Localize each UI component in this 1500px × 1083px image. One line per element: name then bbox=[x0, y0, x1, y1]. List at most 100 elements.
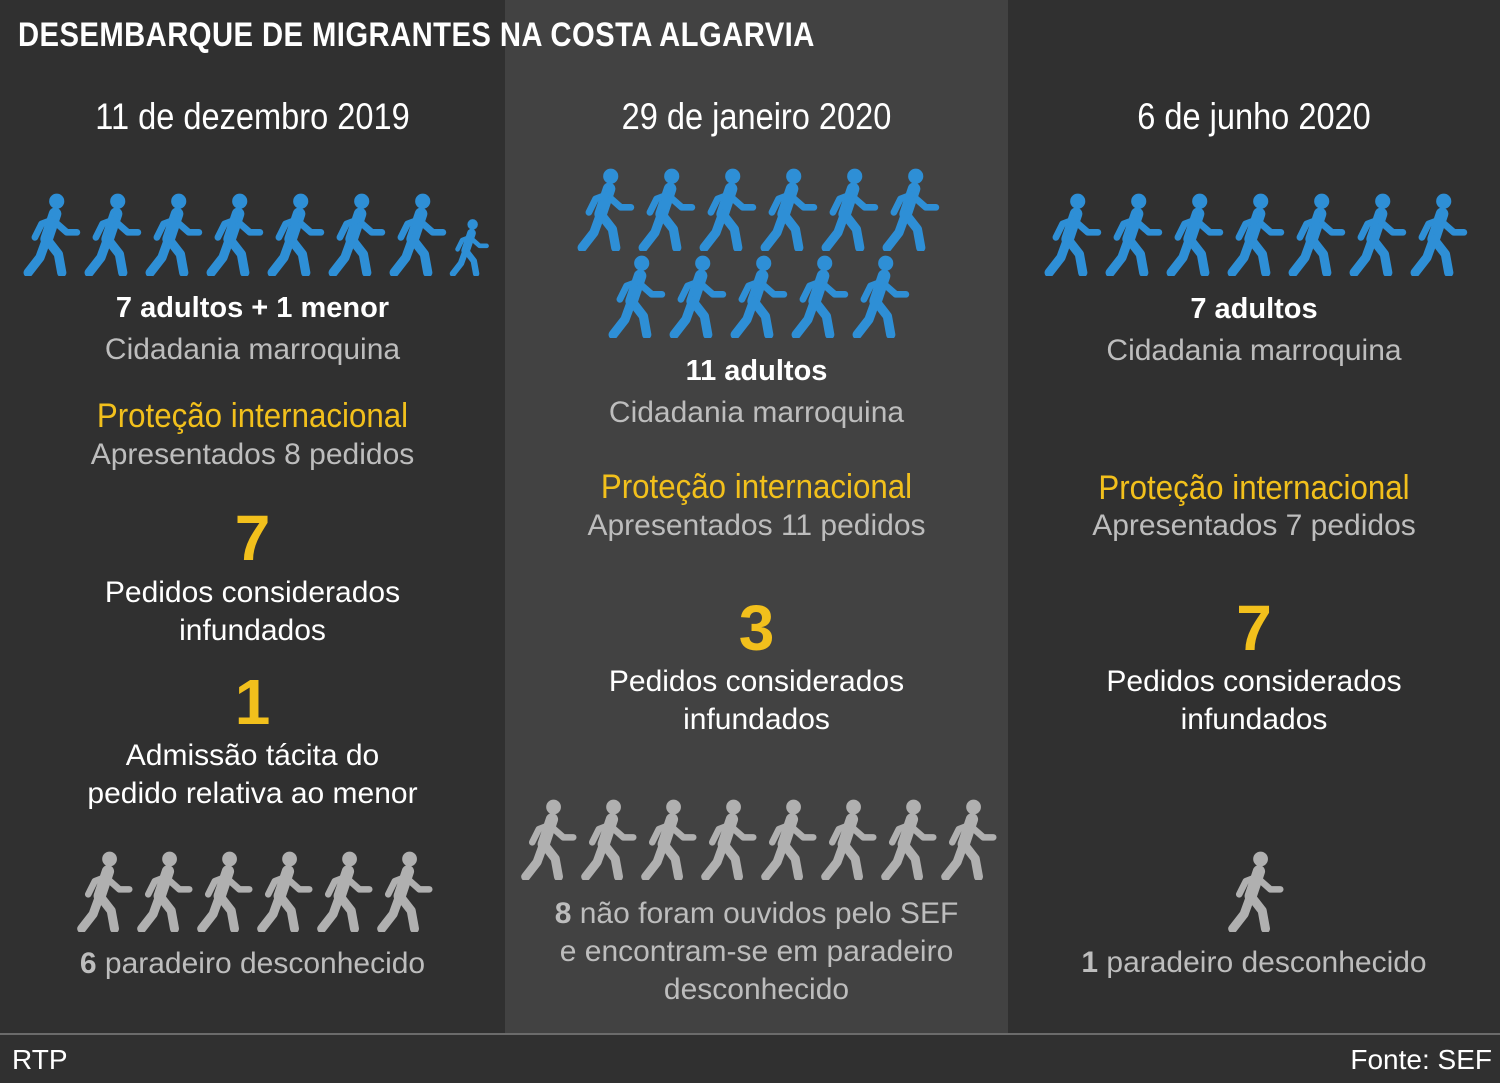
walking-person-icon bbox=[882, 168, 940, 251]
unfounded-label-line1: Pedidos considerados bbox=[608, 665, 905, 698]
walking-person-icon bbox=[791, 255, 848, 338]
walking-person-icon bbox=[256, 851, 313, 932]
column-date: 11 de dezembro 2019 bbox=[95, 96, 410, 137]
unfounded-count: 7 bbox=[234, 502, 271, 574]
walking-person-icon bbox=[940, 799, 997, 880]
walking-person-icon bbox=[145, 193, 203, 276]
walking-person-icon bbox=[760, 168, 818, 251]
unfounded-label-line1: Pedidos considerados bbox=[104, 576, 401, 609]
requests-label: Apresentados 7 pedidos bbox=[1092, 509, 1416, 542]
walking-person-icon bbox=[730, 255, 787, 338]
walking-person-icon bbox=[1029, 192, 1479, 276]
walking-person-icon bbox=[1349, 193, 1407, 276]
walking-person-icon bbox=[1227, 193, 1285, 276]
column-jun-2020: 6 de junho 2020 7 adultos Cidadania marr… bbox=[1008, 0, 1500, 1033]
citizenship-label: Cidadania marroquina bbox=[608, 396, 905, 429]
admission-label-line2: pedido relativa ao menor bbox=[87, 777, 418, 810]
unfounded-label-line2: infundados bbox=[1180, 703, 1328, 736]
walking-person-icon bbox=[316, 851, 373, 932]
page-title: DESEMBARQUE DE MIGRANTES NA COSTA ALGARV… bbox=[18, 16, 815, 54]
requests-label: Apresentados 8 pedidos bbox=[90, 438, 415, 471]
arrivals-icons bbox=[0, 192, 505, 276]
arrivals-icons-row2 bbox=[505, 254, 1008, 338]
unknown-icons bbox=[505, 798, 1008, 880]
walking-person-icon bbox=[520, 799, 577, 880]
walking-person-icon bbox=[23, 193, 81, 276]
protection-heading: Proteção internacional bbox=[1098, 469, 1410, 507]
walking-person-icon bbox=[389, 193, 447, 276]
people-count-label: 11 adultos bbox=[685, 355, 828, 387]
column-dec-2019: 11 de dezembro 2019 7 adultos + 1 menor … bbox=[0, 0, 505, 1033]
walking-person-icon bbox=[76, 851, 133, 932]
footer-source: Fonte: SEF bbox=[1350, 1044, 1492, 1075]
walking-person-icon bbox=[8, 192, 458, 276]
unknown-label-line2: e encontram-se em paradeiro bbox=[559, 935, 954, 968]
unknown-icons bbox=[0, 850, 505, 932]
walking-person-icon bbox=[1288, 193, 1346, 276]
unknown-text: não foram ouvidos pelo SEF bbox=[579, 897, 959, 930]
column-date: 6 de junho 2020 bbox=[1137, 96, 1371, 137]
unfounded-label-line1: Pedidos considerados bbox=[1106, 665, 1402, 698]
unfounded-label-line2: infundados bbox=[179, 614, 326, 647]
arrivals-icons bbox=[1008, 192, 1500, 276]
unknown-count: 8 bbox=[554, 897, 572, 930]
walking-person-icon bbox=[1044, 193, 1102, 276]
walking-person-icon bbox=[62, 850, 444, 932]
walking-child-icon bbox=[439, 218, 497, 276]
unknown-label: 1 paradeiro desconhecido bbox=[1008, 946, 1500, 980]
unfounded-count: 7 bbox=[1236, 592, 1272, 664]
walking-person-icon bbox=[328, 193, 386, 276]
walking-person-icon bbox=[196, 851, 253, 932]
walking-person-icon bbox=[638, 168, 696, 251]
walking-person-icon bbox=[821, 168, 879, 251]
walking-person-icon bbox=[852, 255, 909, 338]
walking-person-icon bbox=[1105, 193, 1163, 276]
people-count-label: 7 adultos bbox=[1190, 293, 1318, 325]
requests-label: Apresentados 11 pedidos bbox=[587, 509, 926, 542]
unknown-icons bbox=[1008, 850, 1500, 932]
footer-divider bbox=[0, 1033, 1500, 1035]
unknown-text: paradeiro desconhecido bbox=[1106, 946, 1427, 979]
column-jan-2020: 29 de janeiro 2020 11 adultos Cidadania … bbox=[505, 0, 1008, 1033]
walking-person-icon bbox=[506, 798, 1008, 880]
citizenship-label: Cidadania marroquina bbox=[1106, 334, 1402, 367]
walking-person-icon bbox=[136, 851, 193, 932]
walking-person-icon bbox=[1166, 193, 1224, 276]
unknown-text: paradeiro desconhecido bbox=[104, 947, 426, 980]
unknown-label-line3: desconhecido bbox=[663, 973, 850, 1006]
walking-person-icon bbox=[760, 799, 817, 880]
walking-person-icon bbox=[206, 193, 264, 276]
unknown-count: 1 bbox=[1081, 946, 1099, 979]
walking-person-icon bbox=[1228, 851, 1284, 932]
arrivals-icons-row1 bbox=[505, 167, 1008, 251]
walking-person-icon bbox=[1410, 193, 1468, 276]
walking-person-icon bbox=[562, 167, 951, 251]
walking-person-icon bbox=[880, 799, 937, 880]
walking-person-icon bbox=[700, 799, 757, 880]
footer-brand: RTP bbox=[12, 1044, 68, 1075]
walking-person-icon bbox=[84, 193, 142, 276]
walking-person-icon bbox=[1213, 850, 1295, 932]
walking-person-icon bbox=[669, 255, 726, 338]
protection-heading: Proteção internacional bbox=[600, 468, 913, 506]
unknown-label-line1: 8 não foram ouvidos pelo SEF bbox=[505, 895, 1008, 933]
people-count-label: 7 adultos + 1 menor bbox=[115, 292, 390, 324]
unknown-count: 6 bbox=[79, 947, 97, 980]
unknown-label: 6 paradeiro desconhecido bbox=[0, 947, 505, 981]
walking-person-icon bbox=[577, 168, 635, 251]
unfounded-count: 3 bbox=[738, 592, 775, 664]
walking-person-icon bbox=[376, 851, 433, 932]
walking-person-icon bbox=[640, 799, 697, 880]
walking-person-icon bbox=[267, 193, 325, 276]
walking-person-icon bbox=[699, 168, 757, 251]
citizenship-label: Cidadania marroquina bbox=[104, 333, 401, 366]
unfounded-label-line2: infundados bbox=[683, 703, 830, 736]
walking-person-icon bbox=[820, 799, 877, 880]
walking-person-icon bbox=[608, 255, 665, 338]
walking-person-icon bbox=[449, 219, 489, 276]
walking-person-icon bbox=[593, 254, 921, 338]
admission-label-line1: Admissão tácita do bbox=[125, 739, 380, 772]
admission-count: 1 bbox=[234, 666, 271, 738]
column-date: 29 de janeiro 2020 bbox=[621, 96, 892, 137]
walking-person-icon bbox=[580, 799, 637, 880]
